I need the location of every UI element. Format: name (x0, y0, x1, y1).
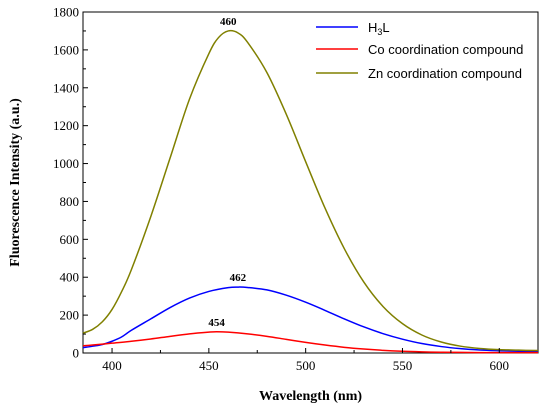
series-layer (82, 29, 539, 354)
y-tick-label: 1600 (53, 42, 79, 57)
legend-label: Zn coordination compound (368, 66, 522, 81)
y-tick-label: 800 (60, 194, 80, 209)
x-tick-label: 500 (296, 358, 316, 373)
legend: H3L Co coordination compound Zn coordinati… (316, 20, 523, 81)
peak-label: 462 (230, 272, 247, 284)
x-tick-label: 400 (102, 358, 122, 373)
peak-label: 460 (220, 16, 237, 28)
plot-area (82, 11, 539, 354)
y-tick-label: 1800 (53, 5, 79, 20)
y-tick-label: 400 (60, 270, 80, 285)
ticks-layer: 400 450 500 550 600 0 200 400 600 800 1000 1200 1400… (53, 5, 509, 374)
series-h3l-line (82, 286, 539, 353)
plot-frame (82, 11, 539, 354)
series-zn-line (82, 29, 539, 352)
y-axis-title: Fluorescence Intensity (a.u.) (8, 98, 23, 267)
y-tick-label: 600 (60, 232, 80, 247)
y-tick-label: 0 (73, 346, 80, 361)
y-tick-label: 200 (60, 308, 80, 323)
y-tick-label: 1200 (53, 118, 79, 133)
peak-label: 454 (208, 317, 225, 329)
legend-label: H3L (368, 20, 390, 37)
x-tick-label: 450 (199, 358, 219, 373)
y-tick-label: 1000 (53, 156, 79, 171)
series-co-line (82, 331, 538, 354)
y-tick-label: 1400 (53, 80, 79, 95)
legend-label: Co coordination compound (368, 42, 523, 57)
x-tick-label: 600 (490, 358, 510, 373)
x-axis-title: Wavelength (nm) (259, 389, 362, 404)
x-tick-label: 550 (393, 358, 413, 373)
annotation-layer: 460 462 454 (208, 16, 246, 329)
